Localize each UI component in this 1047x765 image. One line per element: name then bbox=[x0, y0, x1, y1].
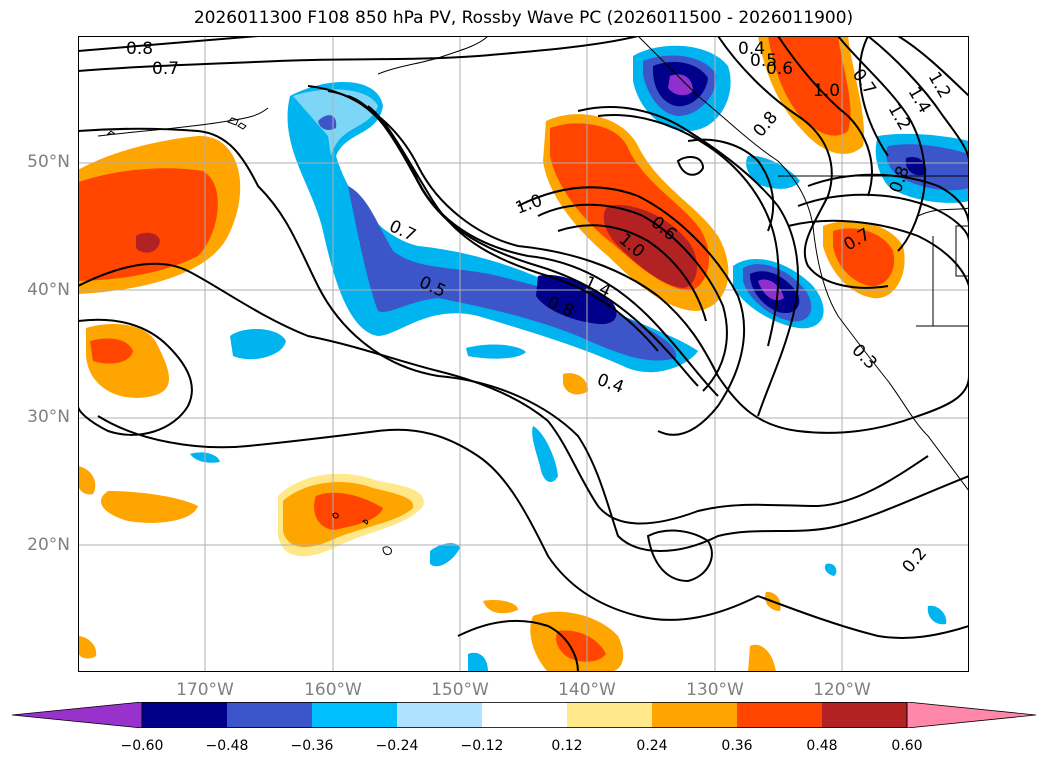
lon-label-160w: 160°W bbox=[304, 680, 362, 700]
colorbar-bin bbox=[227, 702, 312, 728]
colorbar-tick-label: −0.60 bbox=[120, 738, 164, 754]
colorbar-tick-label: −0.36 bbox=[290, 738, 334, 754]
map-canvas: 0.8 0.7 0.4 0.5 0.6 0.7 1.2 1.4 1.2 1.0 … bbox=[78, 36, 969, 672]
colorbar-bin bbox=[142, 702, 227, 728]
colorbar-tick-label: 0.48 bbox=[806, 738, 838, 754]
lat-label-30n: 30°N bbox=[27, 407, 70, 427]
colorbar-tick-label: 0.60 bbox=[891, 738, 923, 754]
lat-lon-grid bbox=[78, 36, 969, 672]
colorbar-tick-label: −0.24 bbox=[375, 738, 419, 754]
lat-label-50n: 50°N bbox=[27, 152, 70, 172]
contour-label: 1.0 bbox=[813, 81, 840, 101]
lon-label-120w: 120°W bbox=[813, 680, 871, 700]
contour-label: 0.5 bbox=[750, 51, 777, 71]
colorbar-bin bbox=[312, 702, 397, 728]
contour-label: 0.7 bbox=[152, 59, 179, 79]
lon-label-130w: 130°W bbox=[686, 680, 744, 700]
lon-label-170w: 170°W bbox=[176, 680, 234, 700]
coastlines bbox=[97, 36, 969, 556]
colorbar-bin bbox=[567, 702, 652, 728]
lon-label-140w: 140°W bbox=[558, 680, 616, 700]
contour-label: 0.8 bbox=[126, 39, 153, 59]
map-border bbox=[78, 36, 969, 672]
lon-label-150w: 150°W bbox=[431, 680, 489, 700]
colorbar bbox=[11, 701, 1037, 732]
colorbar-tick-label: −0.12 bbox=[460, 738, 504, 754]
lat-label-20n: 20°N bbox=[27, 535, 70, 555]
map-panel[interactable]: 0.8 0.7 0.4 0.5 0.6 0.7 1.2 1.4 1.2 1.0 … bbox=[78, 36, 969, 672]
colorbar-extend-high bbox=[906, 701, 1037, 729]
colorbar-bin bbox=[822, 702, 907, 728]
contour-label: 0.6 bbox=[766, 59, 793, 79]
colorbar-bin bbox=[737, 702, 822, 728]
pv-contours bbox=[78, 36, 969, 672]
colorbar-bin bbox=[652, 702, 737, 728]
colorbar-bin bbox=[397, 702, 482, 728]
colorbar-tick-label: 0.36 bbox=[721, 738, 753, 754]
colorbar-tick-label: 0.12 bbox=[551, 738, 583, 754]
contour-label: 0.4 bbox=[738, 39, 765, 59]
colorbar-bin bbox=[482, 702, 567, 728]
colorbar-tick-label: −0.48 bbox=[205, 738, 249, 754]
colorbar-tick-label: 0.24 bbox=[636, 738, 668, 754]
colorbar-extend-low bbox=[11, 701, 143, 729]
map-title: 2026011300 F108 850 hPa PV, Rossby Wave … bbox=[193, 8, 854, 28]
lat-label-40n: 40°N bbox=[27, 280, 70, 300]
